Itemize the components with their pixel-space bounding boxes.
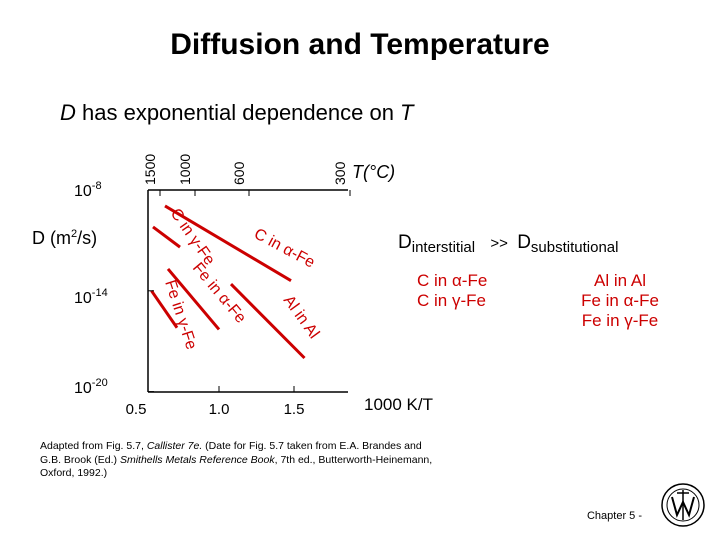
- chapter-label: Chapter 5 -: [586, 510, 642, 522]
- slide-subtitle: D has exponential dependence on T: [60, 100, 414, 126]
- substitutional-item: Al in Al: [594, 271, 646, 290]
- y-tick-label: 10-20: [74, 377, 108, 397]
- interstitial-item: C in α-Fe: [417, 271, 488, 290]
- subtitle-d: D: [60, 100, 76, 125]
- curve-label: Al in Al: [280, 292, 323, 342]
- comparison-header: Dinterstitial >> Dsubstitutional: [398, 232, 618, 256]
- y-tick-label: 10-8: [74, 180, 102, 200]
- publisher-seal-icon: [661, 483, 705, 527]
- y-axis-label-prefix: D (m: [32, 228, 71, 248]
- substitutional-list: Al in Al Fe in α-Fe Fe in γ-Fe: [565, 271, 675, 331]
- series-line: [152, 225, 181, 249]
- interstitial-item: C in γ-Fe: [417, 291, 486, 310]
- y-tick-label: 10-14: [74, 287, 108, 307]
- curve-label: C in γ-Fe: [167, 206, 218, 269]
- y-axis-label: D (m2/s): [32, 228, 97, 249]
- series-line: [164, 204, 292, 283]
- y-axis-label-sup: 2: [71, 228, 78, 240]
- top-tick-label: 300: [332, 161, 348, 185]
- interstitial-list: C in α-Fe C in γ-Fe: [417, 271, 487, 311]
- top-tick-label: 600: [231, 161, 247, 185]
- d-substitutional-sub: substitutional: [530, 239, 619, 256]
- top-tick-label: 1500: [142, 154, 158, 185]
- subtitle-t: T: [400, 100, 414, 125]
- figure-caption: Adapted from Fig. 5.7, Callister 7e. (Da…: [40, 440, 440, 481]
- x-tick-label: 1.5: [284, 401, 305, 418]
- x-axis-label: 1000 K/T: [364, 395, 433, 414]
- top-axis-label: T(°C): [352, 162, 396, 182]
- chart-curves: [150, 204, 306, 360]
- caption-italic: Callister 7e.: [146, 440, 203, 452]
- subtitle-middle: has exponential dependence on: [75, 100, 401, 125]
- y-axis-label-suffix: /s): [77, 228, 98, 248]
- series-line: [166, 267, 221, 331]
- substitutional-item: Fe in α-Fe: [581, 291, 659, 310]
- series-line: [229, 283, 306, 360]
- d-substitutional-head: D: [517, 232, 531, 253]
- d-interstitial-sub: interstitial: [411, 239, 476, 256]
- d-interstitial-head: D: [398, 232, 412, 253]
- x-tick-label: 1.0: [209, 401, 230, 418]
- caption-text: Adapted from Fig. 5.7,: [40, 440, 147, 452]
- comparison-operator: >>: [490, 235, 508, 252]
- top-tick-label: 1000: [177, 154, 193, 185]
- caption-text: , 7th ed., Butterworth-Heinemann, Oxford…: [40, 453, 433, 480]
- caption-italic: Smithells Metals Reference Book: [119, 453, 275, 466]
- caption-text: (Date for Fig. 5.7 taken from E.A. Brand…: [40, 440, 422, 466]
- slide-title: Diffusion and Temperature: [170, 28, 550, 61]
- series-line: [150, 289, 179, 329]
- x-tick-label: 0.5: [126, 401, 147, 418]
- chart-ticks: 0.5 1.0 1.5 10-8 10-14 10-20 1500 1000 600 300: [74, 154, 351, 418]
- substitutional-item: Fe in γ-Fe: [581, 311, 659, 330]
